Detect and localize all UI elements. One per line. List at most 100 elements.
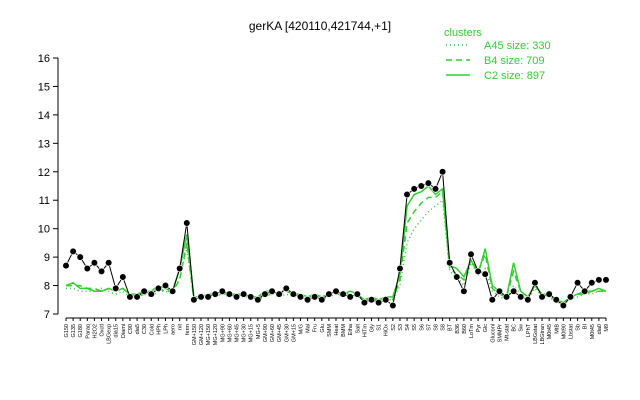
data-point <box>460 287 468 295</box>
x-tick-label: Heat <box>334 324 340 336</box>
data-point <box>105 259 113 267</box>
data-point <box>254 296 262 304</box>
x-tick-label: C90 <box>128 324 134 334</box>
data-point <box>474 267 482 275</box>
x-tick-label: H2O2 <box>92 324 98 338</box>
x-tick-label: Mal <box>306 324 312 333</box>
x-tick-label: HPh <box>156 324 162 335</box>
data-point <box>339 290 347 298</box>
x-tick-label: M0t45 <box>590 324 596 339</box>
data-point <box>289 290 297 298</box>
x-tick-label: BMM <box>341 324 347 337</box>
data-point <box>453 273 461 281</box>
legend-label: C2 size: 897 <box>484 70 545 82</box>
data-point <box>112 284 120 293</box>
data-point <box>552 296 560 304</box>
x-tick-label: GM+60 <box>270 324 276 342</box>
data-point <box>531 279 539 287</box>
x-tick-label: B60 <box>462 324 468 334</box>
chart-title: gerKA [420110,421744,+1] <box>249 19 391 33</box>
data-point <box>218 287 226 295</box>
x-tick-label: MG+45 <box>235 324 241 342</box>
x-tick-label: S3 <box>398 324 404 331</box>
x-tick-label: aero <box>171 324 177 335</box>
data-point <box>595 276 603 284</box>
cluster-line <box>66 190 606 304</box>
data-point <box>495 287 504 295</box>
data-point <box>545 290 553 298</box>
x-tick-label: MG+15 <box>249 324 255 342</box>
y-tick-label: 10 <box>38 224 50 236</box>
data-point <box>97 267 106 275</box>
data-point <box>232 293 241 301</box>
data-point <box>83 264 91 273</box>
data-point <box>346 293 354 301</box>
y-tick-label: 12 <box>38 167 50 179</box>
x-tick-label: BC <box>512 324 518 332</box>
data-point <box>211 290 219 298</box>
data-point <box>133 293 141 301</box>
data-point <box>176 264 184 273</box>
cluster-line <box>66 198 606 304</box>
x-tick-label: MG+5 <box>256 324 262 339</box>
x-tick-label: BT <box>448 323 454 331</box>
x-tick-label: M0t45 <box>547 324 553 339</box>
x-tick-label: G135 <box>71 324 77 337</box>
x-tick-label: GM+15 <box>291 324 297 342</box>
x-tick-label: GM+45 <box>277 324 283 342</box>
data-point <box>375 299 383 307</box>
x-tick-label: Glc <box>483 324 489 333</box>
x-tick-label: dia15 <box>114 324 120 337</box>
data-point <box>197 293 205 301</box>
x-tick-label: LBGstat <box>533 324 539 344</box>
x-tick-label: Gluconl <box>490 324 496 343</box>
data-point <box>261 290 269 298</box>
data-point <box>353 290 361 298</box>
x-tick-label: Lbstat <box>568 324 574 339</box>
data-point <box>147 290 155 298</box>
data-point <box>168 287 177 295</box>
x-tick-label: SMM <box>327 324 333 337</box>
x-tick-label: Diami <box>121 324 127 338</box>
x-tick-label: G150 <box>64 324 70 337</box>
x-tick-label: S1 <box>377 324 383 331</box>
x-tick-label: MG+30 <box>242 324 248 342</box>
legend-label: A45 size: 330 <box>484 40 551 52</box>
data-point <box>240 290 248 298</box>
y-tick-label: 7 <box>44 309 50 321</box>
x-tick-label: M9 <box>604 324 610 332</box>
x-tick-label: MG+60 <box>227 324 233 342</box>
x-tick-label: G180 <box>78 324 84 337</box>
data-point <box>588 279 596 287</box>
data-point <box>360 299 369 307</box>
x-tick-label: S8 <box>433 324 439 331</box>
x-tick-label: LBGexp <box>107 324 113 344</box>
x-tick-label: LBGtran <box>540 324 546 344</box>
data-point <box>62 262 70 270</box>
x-tick-label: S7 <box>426 324 432 331</box>
data-point <box>510 287 518 295</box>
x-tick-label: Cold <box>149 324 155 335</box>
data-point <box>204 293 212 301</box>
x-tick-label: Paraq <box>85 324 91 339</box>
data-point <box>431 185 440 193</box>
data-point <box>581 287 589 295</box>
data-point <box>566 293 575 301</box>
data-point <box>367 296 376 304</box>
data-point <box>126 293 134 301</box>
data-point <box>382 296 390 304</box>
data-point <box>268 287 276 295</box>
x-tick-label: LPhT <box>526 323 532 337</box>
x-tick-label: dia5 <box>135 324 141 334</box>
data-point <box>76 253 84 261</box>
x-tick-label: HiOx <box>384 324 390 336</box>
data-point <box>325 290 333 298</box>
data-point <box>403 190 411 199</box>
x-tick-label: S2 <box>391 324 397 331</box>
y-tick-label: 9 <box>44 252 50 264</box>
x-tick-label: MG+90 <box>220 324 226 342</box>
x-tick-label: S4 <box>405 324 411 331</box>
x-tick-label: S5 <box>412 324 418 331</box>
data-point <box>488 296 496 304</box>
